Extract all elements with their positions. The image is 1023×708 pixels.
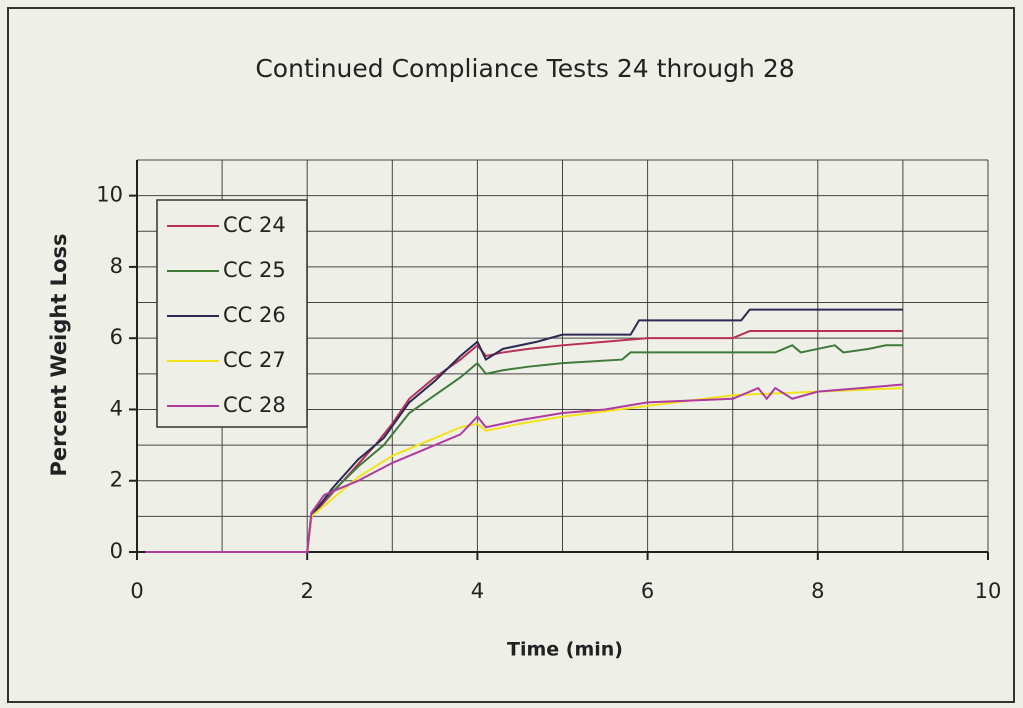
legend-box bbox=[156, 199, 308, 428]
series-line bbox=[145, 383, 903, 553]
x-tick-label: 4 bbox=[471, 579, 484, 603]
y-tick-label: 8 bbox=[110, 254, 123, 278]
x-tick-label: 0 bbox=[130, 579, 143, 603]
x-tick-label: 10 bbox=[975, 579, 1002, 603]
y-tick-label: 4 bbox=[110, 396, 123, 420]
series-line bbox=[145, 344, 903, 553]
y-tick-label: 2 bbox=[110, 468, 123, 492]
legend-label: CC 25 bbox=[223, 258, 286, 282]
legend-label: CC 27 bbox=[223, 348, 286, 372]
legend-label: CC 28 bbox=[223, 393, 286, 417]
x-axis-label: Time (min) bbox=[507, 639, 623, 661]
x-tick-label: 8 bbox=[811, 579, 824, 603]
x-tick-label: 6 bbox=[641, 579, 654, 603]
legend-label: CC 26 bbox=[223, 303, 286, 327]
y-axis-label: Percent Weight Loss bbox=[47, 234, 71, 477]
series-line bbox=[145, 330, 903, 553]
y-tick-label: 0 bbox=[110, 539, 123, 563]
y-tick-label: 10 bbox=[96, 183, 123, 207]
x-tick-label: 2 bbox=[301, 579, 314, 603]
chart-title: Continued Compliance Tests 24 through 28 bbox=[255, 54, 794, 83]
legend-label: CC 24 bbox=[223, 213, 286, 237]
y-tick-label: 6 bbox=[110, 325, 123, 349]
series-line bbox=[145, 308, 903, 553]
